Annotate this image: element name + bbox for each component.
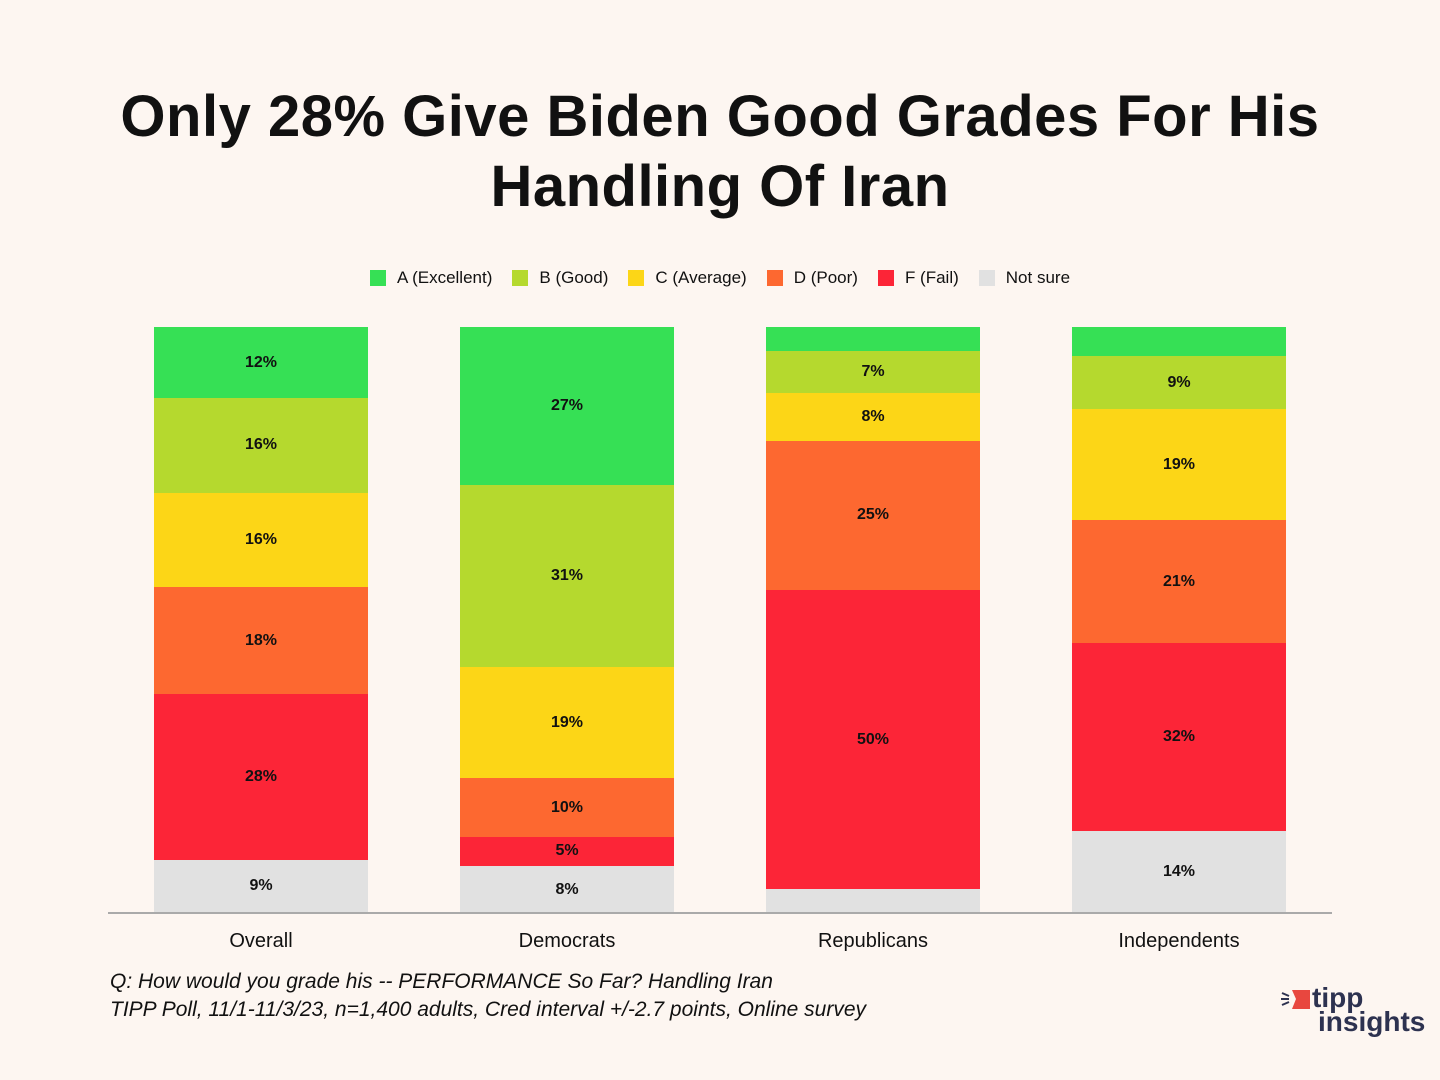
bar-segment: 7%: [766, 350, 980, 393]
data-label: 9%: [249, 877, 273, 895]
data-label: 50%: [856, 730, 890, 748]
data-label: 10%: [550, 798, 584, 816]
legend-label: D (Poor): [793, 268, 858, 287]
x-tick-label: Democrats: [518, 930, 616, 952]
data-label: 16%: [244, 531, 278, 549]
data-label: 14%: [1162, 862, 1196, 880]
legend-label: C (Average): [655, 268, 747, 287]
bar-segment: 16%: [154, 398, 368, 493]
bar-segment: 16%: [154, 492, 368, 588]
data-label: 7%: [861, 362, 885, 380]
bar-segment: 12%: [154, 327, 368, 399]
bar-segment: 8%: [766, 392, 980, 441]
x-tick-label: Republicans: [817, 930, 929, 952]
footnote-source: TIPP Poll, 11/1-11/3/23, n=1,400 adults,…: [110, 998, 867, 1021]
bar-segment: 27%: [460, 327, 674, 486]
data-label: 8%: [555, 880, 579, 898]
data-label: 21%: [1162, 572, 1196, 590]
bar-segment: [766, 327, 980, 351]
bar-segment: [766, 889, 980, 913]
data-label: 12%: [244, 353, 278, 371]
data-label: 32%: [1162, 728, 1196, 746]
legend-label: B (Good): [539, 268, 609, 287]
x-tick-label: Overall: [229, 930, 293, 952]
bar-segment: 50%: [766, 590, 980, 890]
legend-item: A (Excellent): [369, 268, 493, 288]
legend-item: Not sure: [978, 268, 1071, 288]
data-label: 27%: [550, 397, 584, 415]
bar-segment: 10%: [460, 778, 674, 837]
logo-line1: tipp: [1312, 982, 1364, 1013]
bar-segment: 31%: [460, 485, 674, 667]
x-tick-label: Independents: [1118, 930, 1240, 952]
legend-swatch: [877, 270, 894, 286]
x-axis-line: [108, 912, 1332, 914]
data-label: 8%: [861, 407, 885, 425]
data-label: 18%: [244, 631, 278, 649]
data-label: 19%: [550, 713, 584, 731]
legend-item: F (Fail): [877, 268, 959, 288]
bar-segment: 21%: [1072, 520, 1286, 644]
logo-line2: insights: [1318, 1006, 1426, 1037]
data-label: 19%: [1162, 455, 1196, 473]
legend-item: C (Average): [628, 268, 747, 288]
chart-title: Only 28% Give Biden Good Grades For His …: [120, 84, 1320, 219]
legend-label: F (Fail): [904, 268, 959, 287]
bar-segment: 8%: [460, 866, 674, 913]
bar-segment: 9%: [154, 859, 368, 913]
legend: A (Excellent) B (Good) C (Average) D (Poor)…: [0, 268, 1440, 288]
footnote-question: Q: How would you grade his -- PERFORMANC…: [110, 970, 773, 993]
bar-segment: 25%: [766, 440, 980, 591]
data-label: 25%: [856, 506, 890, 524]
legend-swatch: [978, 270, 995, 286]
legend-item: D (Poor): [766, 268, 858, 288]
legend-label: A (Excellent): [396, 268, 493, 287]
legend-swatch: [369, 270, 386, 286]
legend-swatch: [766, 270, 783, 286]
legend-item: B (Good): [512, 268, 608, 288]
bar-segment: [1072, 327, 1286, 357]
bar-segment: 9%: [1072, 356, 1286, 410]
legend-swatch: [628, 270, 645, 286]
legend-label: Not sure: [1005, 268, 1071, 287]
bar-segment: 19%: [1072, 409, 1286, 521]
data-label: 28%: [244, 767, 278, 785]
legend-swatch: [512, 270, 529, 286]
bar-segment: 32%: [1072, 643, 1286, 831]
bar-segment: 18%: [154, 587, 368, 694]
data-label: 9%: [1167, 373, 1191, 391]
bar-segment: 5%: [460, 836, 674, 867]
bar-segment: 19%: [460, 666, 674, 779]
data-label: 5%: [555, 842, 579, 860]
data-label: 16%: [244, 436, 278, 454]
data-label: 31%: [550, 567, 584, 585]
bar-segment: 14%: [1072, 830, 1286, 913]
logo-flag-icon: [1281, 990, 1310, 1009]
bar-segment: 28%: [154, 693, 368, 860]
